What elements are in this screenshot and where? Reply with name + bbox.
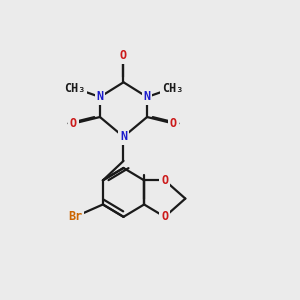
Text: N: N [96, 91, 103, 103]
Text: CH₃: CH₃ [64, 82, 86, 95]
Text: O: O [70, 117, 77, 130]
Text: CH₃: CH₃ [162, 82, 183, 95]
Text: O: O [161, 174, 168, 187]
Text: O: O [120, 49, 127, 62]
Text: O: O [170, 117, 177, 130]
Text: O: O [161, 210, 168, 223]
Text: Br: Br [68, 210, 82, 223]
Text: N: N [120, 130, 127, 143]
Text: N: N [143, 91, 151, 103]
